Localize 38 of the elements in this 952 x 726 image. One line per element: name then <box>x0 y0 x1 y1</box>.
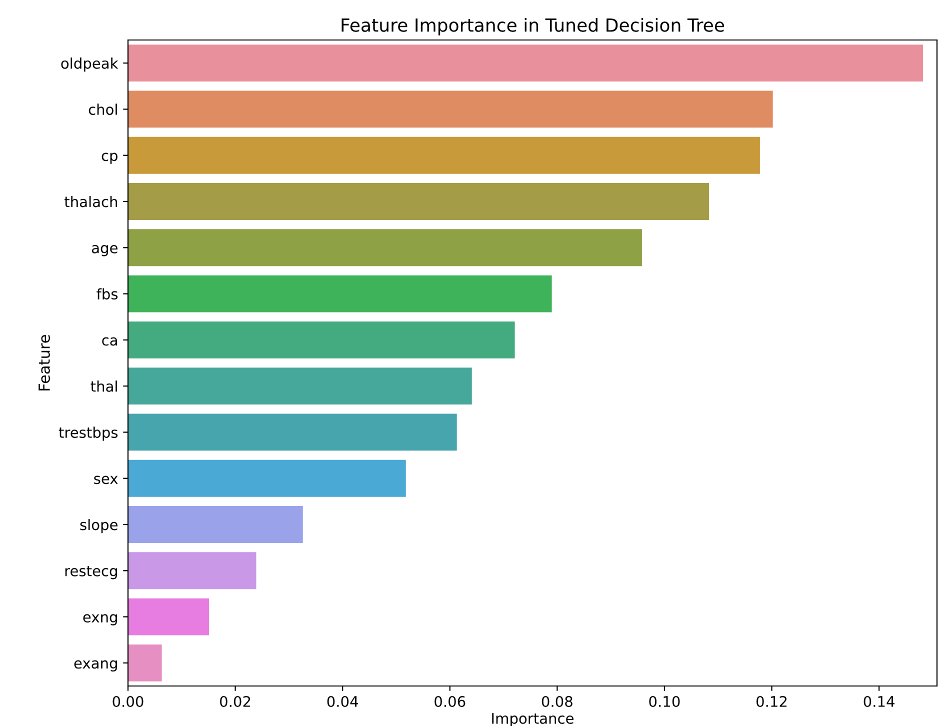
x-tick-label: 0.06 <box>434 696 466 708</box>
y-tick-label: restecg <box>65 566 117 580</box>
bar <box>128 183 709 220</box>
x-tick-label: 0.12 <box>756 696 787 708</box>
y-tick-label: thal <box>90 380 117 392</box>
x-tick-label: 0.00 <box>112 696 144 708</box>
x-tick-label: 0.10 <box>649 696 680 708</box>
y-tick-label: ca <box>102 337 117 346</box>
y-tick-label: thalach <box>64 196 118 208</box>
bar <box>128 321 515 358</box>
y-axis-title: Feature <box>38 334 50 390</box>
x-tick-label: 0.08 <box>542 696 572 708</box>
bar <box>128 552 256 590</box>
y-tick-label: trestbps <box>58 426 118 441</box>
bar <box>128 368 472 405</box>
bar <box>128 229 642 266</box>
y-tick-label: oldpeak <box>61 58 118 72</box>
bar <box>128 275 552 312</box>
y-tick-label: sex <box>94 476 118 484</box>
x-tick-label: 0.14 <box>864 696 894 708</box>
bar <box>128 44 924 82</box>
bar <box>128 644 162 682</box>
bar <box>128 506 303 543</box>
bar <box>128 90 773 128</box>
y-tick-label: exang <box>74 660 117 672</box>
x-tick-label: 0.04 <box>327 696 358 708</box>
x-tick-label: 0.02 <box>220 696 250 708</box>
bar <box>128 460 406 497</box>
bar <box>128 136 760 174</box>
y-tick-label: exng <box>83 614 117 626</box>
y-tick-label: fbs <box>96 288 118 300</box>
bar <box>128 414 457 451</box>
bar <box>128 598 210 636</box>
y-tick-label: slope <box>80 518 118 534</box>
y-tick-label: chol <box>88 104 117 115</box>
chart-title: Feature Importance in Tuned Decision Tree <box>342 18 724 36</box>
y-tick-label: age <box>92 245 118 256</box>
y-tick-label: cp <box>102 152 118 164</box>
